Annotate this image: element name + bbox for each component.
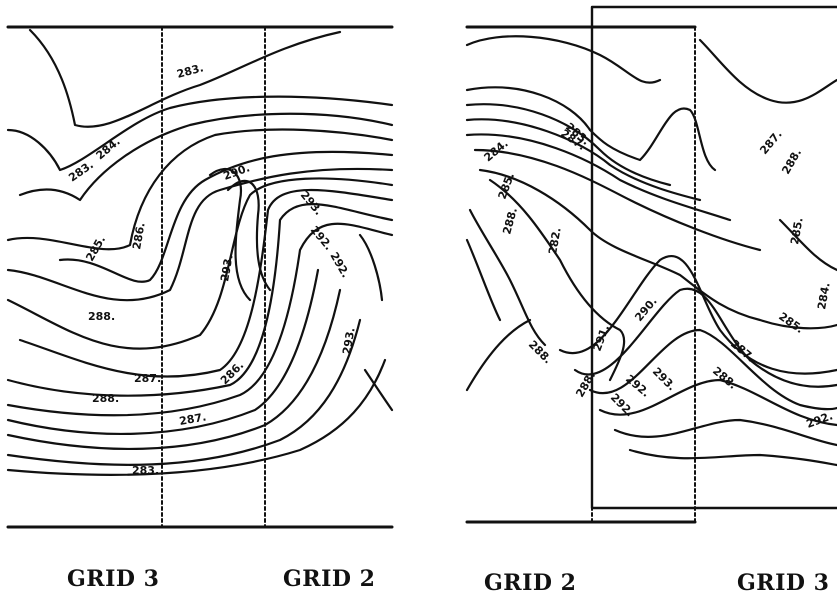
contour-label: 293. [218,254,236,283]
right-shifted-domain [590,5,837,510]
contour-line [465,118,702,202]
contour-label: 283. [132,464,159,477]
contour-line [558,255,837,375]
contour-line [358,233,384,302]
contour-line [18,188,394,378]
contour-line [588,328,837,411]
contour-label: 288. [500,206,520,236]
contour-label: 282. [546,227,564,256]
contour-label: 284. [482,137,511,164]
contour-line [698,38,837,104]
right-panel-label-grid2: GRID 2 [484,570,577,596]
contour-line [58,150,394,283]
contour-label: 287. [134,372,161,385]
contour-label: 284. [94,135,123,162]
contour-line [613,418,837,447]
contour-label: 290. [632,295,659,324]
contour-line [478,168,837,330]
right-contour-labels: 283. 284. 285. 288. 282. 288. 287. 288. … [482,120,835,430]
contour-line [6,318,362,466]
contour-label: 285. [496,171,517,201]
contour-label: 292. [623,372,652,399]
contour-line [6,203,394,397]
contour-line [465,238,502,322]
contour-line [573,287,837,388]
contour-label: 287. [178,410,207,428]
contour-line [468,208,547,347]
contour-line [6,288,342,451]
right-panel-label-grid3: GRID 3 [737,570,830,596]
contour-line [488,178,626,382]
contour-label: 286. [130,222,148,251]
contour-label: 284. [815,282,833,311]
contour-label: 285. [788,217,806,246]
contour-line [6,128,394,251]
contour-line [208,168,252,302]
contour-label: 285. [776,310,806,336]
left-panel: 283. 283. 284. 285. 286. 288. 287. 288. … [6,25,394,529]
contour-line [6,358,387,476]
contour-line [628,448,837,467]
contour-label: 293. [298,189,325,218]
contour-label: 288. [88,310,115,323]
contour-line [778,218,837,272]
contour-line [598,378,837,427]
contour-label: 293. [340,327,358,356]
right-contours [465,35,837,467]
left-contours [6,28,394,476]
contour-line [6,167,394,302]
contour-label: 291. [591,323,612,353]
contour-line [465,86,717,172]
contour-label: 290. [222,161,252,182]
contour-label: 288. [710,364,739,391]
contour-line [473,148,762,252]
contour-line [28,28,342,128]
contour-label: 283. [66,158,96,184]
contour-line [6,222,394,417]
contour-label: 292. [327,250,352,280]
right-panel: 283. 284. 285. 288. 282. 288. 287. 288. … [465,5,837,524]
contour-line [6,177,394,350]
left-panel-label-grid2: GRID 2 [283,566,376,592]
contour-label: 287. [757,128,784,157]
contour-label: 292. [308,224,335,253]
contour-label: 288. [779,146,804,176]
contour-label: 283. [175,61,205,81]
contour-label: 292. [805,409,835,430]
contour-line [465,35,662,84]
contour-line [6,268,320,436]
contour-line [363,368,394,412]
contour-label: 293. [650,365,678,393]
contour-line [465,103,672,187]
contour-label: 288. [526,338,554,366]
contour-line [18,112,394,202]
contour-label: 288. [573,369,598,399]
contour-line [226,179,272,292]
contour-line [465,133,732,222]
contour-line [465,318,532,392]
left-panel-label-grid3: GRID 3 [67,566,160,592]
contour-label: 288. [92,392,119,405]
contour-line [6,95,394,172]
